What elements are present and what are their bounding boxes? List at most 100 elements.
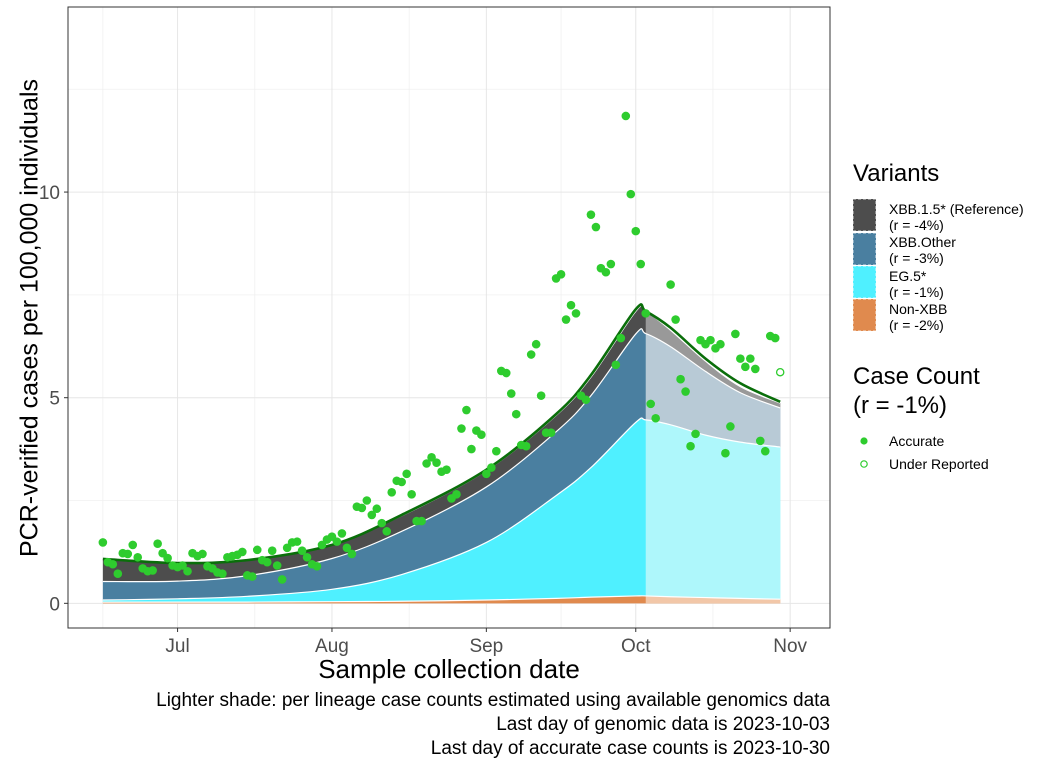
case-point-accurate bbox=[621, 111, 631, 121]
case-point-accurate bbox=[422, 459, 431, 468]
stacked-areas bbox=[102, 303, 781, 604]
caption-line-3: Last day of accurate case counts is 2023… bbox=[430, 738, 830, 759]
x-tick-label: Jul bbox=[165, 636, 189, 657]
legend-key-xbb-1-5-reference bbox=[852, 198, 877, 232]
legend-label-non-xbb-name: Non-XBB bbox=[889, 301, 948, 317]
case-point-accurate bbox=[387, 487, 397, 497]
case-point-accurate bbox=[750, 364, 760, 374]
case-point-accurate bbox=[417, 516, 426, 526]
legend-label-accurate: Accurate bbox=[889, 433, 945, 449]
plot-panel-border bbox=[67, 6, 831, 629]
case-point-accurate bbox=[641, 309, 651, 318]
case-point-accurate bbox=[402, 469, 411, 479]
case-point-accurate bbox=[591, 222, 601, 232]
case-point-accurate bbox=[611, 360, 621, 370]
legend-key-xbb-other bbox=[852, 232, 877, 266]
case-point-accurate bbox=[113, 569, 123, 579]
case-point-accurate bbox=[686, 441, 695, 451]
legend-keys bbox=[852, 198, 877, 468]
case-point-accurate bbox=[467, 444, 476, 454]
legend-label-eg5-note: (r = -1%) bbox=[889, 284, 944, 300]
legend-title-case-count: Case Count (r = -1%) bbox=[853, 362, 980, 420]
y-axis-title: PCR-verified cases per 100,000 individua… bbox=[15, 78, 44, 558]
case-point-accurate bbox=[382, 527, 392, 536]
case-point-accurate bbox=[487, 463, 496, 472]
case-point-accurate bbox=[631, 226, 641, 236]
case-point-accurate bbox=[581, 395, 591, 405]
case-point-accurate bbox=[183, 566, 192, 576]
case-point-accurate bbox=[755, 436, 765, 446]
case-point-accurate bbox=[586, 210, 596, 219]
case-point-accurate bbox=[277, 575, 287, 584]
legend-label-xbb15-note: (r = -4%) bbox=[889, 217, 944, 233]
legend-key-under-reported bbox=[860, 460, 868, 468]
y-tick-label: 10 bbox=[39, 183, 60, 204]
case-point-accurate bbox=[511, 409, 521, 419]
case-point-accurate bbox=[571, 309, 581, 318]
total-cases-curve bbox=[102, 303, 781, 565]
y-tick-label: 0 bbox=[49, 594, 60, 615]
case-point-accurate bbox=[760, 446, 770, 456]
layer-boundary-line bbox=[102, 595, 781, 603]
case-point-accurate bbox=[626, 189, 636, 199]
case-point-accurate bbox=[337, 529, 347, 538]
case-point-accurate bbox=[731, 329, 740, 339]
case-point-accurate bbox=[671, 315, 680, 324]
case-point-accurate bbox=[442, 465, 451, 474]
case-point-accurate bbox=[262, 557, 272, 567]
legend-title-case-count-line2: (r = -1%) bbox=[853, 392, 948, 419]
case-point-accurate bbox=[716, 339, 725, 349]
case-point-accurate bbox=[681, 387, 690, 396]
case-point-accurate bbox=[601, 267, 611, 277]
case-point-accurate bbox=[218, 569, 227, 579]
case-point-accurate bbox=[432, 458, 441, 467]
case-point-accurate bbox=[616, 333, 626, 343]
case-point-accurate bbox=[372, 504, 382, 514]
case-point-accurate bbox=[128, 540, 138, 550]
case-point-accurate bbox=[153, 539, 162, 548]
case-point-accurate bbox=[741, 362, 750, 372]
area-estimated-xbb-other bbox=[645, 333, 781, 448]
case-points bbox=[98, 111, 785, 584]
case-point-accurate bbox=[238, 547, 247, 557]
legend-label-xbb-other-note: (r = -3%) bbox=[889, 250, 944, 266]
area-estimated-eg-5 bbox=[645, 419, 781, 600]
legend-label-eg5-name: EG.5* bbox=[889, 268, 927, 284]
case-point-accurate bbox=[691, 429, 700, 439]
case-point-accurate bbox=[302, 552, 312, 562]
case-point-accurate bbox=[477, 430, 486, 440]
case-point-accurate bbox=[721, 448, 730, 458]
case-point-accurate bbox=[163, 553, 172, 563]
case-point-accurate bbox=[342, 543, 352, 553]
case-point-accurate bbox=[252, 545, 262, 555]
x-tick-label: Nov bbox=[773, 636, 807, 657]
case-point-accurate bbox=[362, 496, 372, 505]
legend-title-variants: Variants bbox=[853, 160, 940, 187]
case-point-accurate bbox=[726, 422, 735, 431]
case-point-accurate bbox=[706, 335, 715, 345]
legend-label-non-xbb-note: (r = -2%) bbox=[889, 317, 944, 333]
case-point-accurate bbox=[531, 339, 541, 349]
area-non-xbb bbox=[102, 595, 781, 604]
legend-label-xbb-other-name: XBB.Other bbox=[889, 234, 956, 250]
case-point-accurate bbox=[332, 537, 342, 546]
legend-label-eg5: EG.5* (r = -1%) bbox=[889, 268, 944, 300]
legend-label-xbb15-name: XBB.1.5* (Reference) bbox=[889, 201, 1024, 217]
case-point-accurate bbox=[521, 441, 531, 451]
case-point-accurate bbox=[646, 399, 656, 409]
case-point-accurate bbox=[312, 562, 322, 571]
case-point-accurate bbox=[770, 333, 780, 343]
area-estimated-non-xbb bbox=[645, 595, 781, 604]
case-point-accurate bbox=[676, 374, 685, 384]
case-point-accurate bbox=[457, 424, 466, 433]
legend-label-under-reported: Under Reported bbox=[889, 456, 989, 472]
case-point-accurate bbox=[561, 315, 571, 324]
case-point-accurate bbox=[198, 549, 207, 559]
case-point-accurate bbox=[566, 300, 576, 310]
case-point-accurate bbox=[452, 490, 461, 499]
case-point-accurate bbox=[367, 510, 377, 520]
case-point-accurate bbox=[397, 477, 406, 487]
case-point-accurate bbox=[651, 413, 660, 423]
legend-label-non-xbb: Non-XBB (r = -2%) bbox=[889, 301, 947, 333]
x-tick-label: Oct bbox=[621, 636, 651, 657]
